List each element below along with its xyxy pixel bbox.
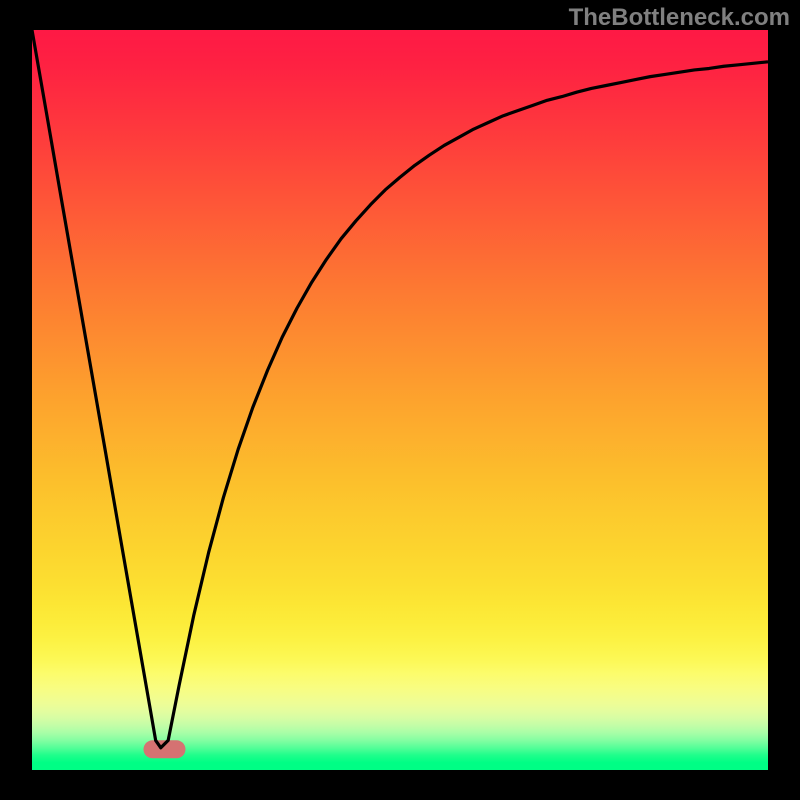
bottleneck-chart [0,0,800,800]
chart-container: TheBottleneck.com [0,0,800,800]
watermark-text: TheBottleneck.com [569,4,790,32]
